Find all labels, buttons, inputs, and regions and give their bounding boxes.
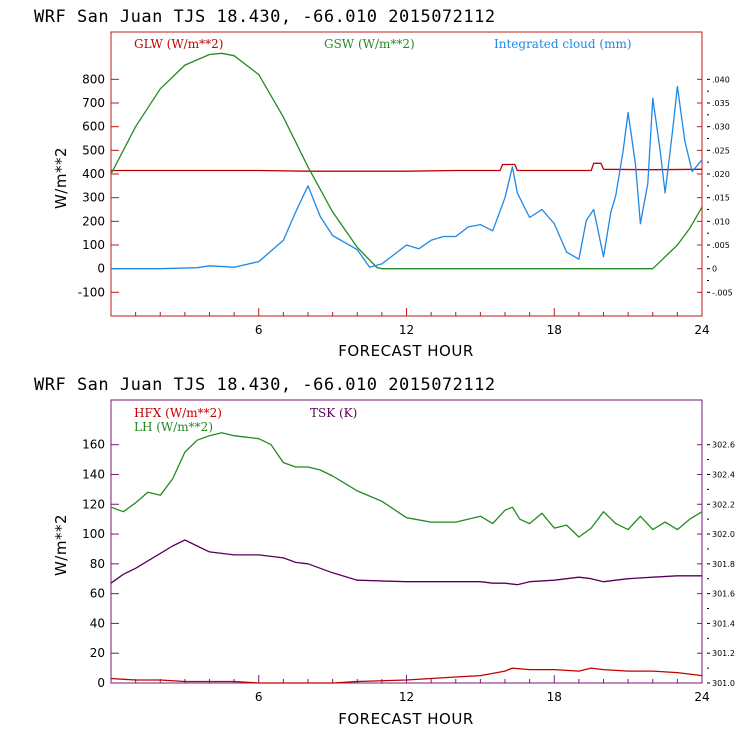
bottom-y-tick-label: 100 <box>82 527 105 541</box>
bottom-chart: WRF San Juan TJS 18.430, -66.010 2015072… <box>34 375 735 728</box>
top-right-tick-label: .040 <box>712 75 730 84</box>
bottom-right-tick-label: 301.4 <box>712 619 735 628</box>
top-chart-title: WRF San Juan TJS 18.430, -66.010 2015072… <box>34 7 496 27</box>
bottom-right-tick-label: 302.4 <box>712 470 735 479</box>
top-y-axis-label: W/m**2 <box>52 147 70 209</box>
bottom-right-tick-label: 301.8 <box>712 560 735 569</box>
top-right-tick-label: .005 <box>712 241 730 250</box>
top-y-tick-label: 400 <box>82 167 105 181</box>
top-y-tick-label: 100 <box>82 238 105 252</box>
bottom-y-tick-label: 40 <box>90 616 105 630</box>
top-x-axis-label: FORECAST HOUR <box>338 342 474 360</box>
top-right-axis: -.005 0 .005 .010 .015 .020 .025 .030 .035 .040 <box>697 75 733 297</box>
bottom-y-tick-label: 0 <box>97 676 105 690</box>
top-right-tick-label: .035 <box>712 99 730 108</box>
bottom-x-tick-label: 6 <box>255 690 263 704</box>
bottom-plot-frame <box>110 399 703 684</box>
top-x-tick-label: 18 <box>547 323 562 337</box>
top-series-gsw-line <box>110 52 703 270</box>
bottom-y-tick-label: 20 <box>90 646 105 660</box>
top-y-axis: -100 0 100 200 300 400 500 600 700 800 <box>78 72 119 299</box>
top-right-tick-label: .025 <box>712 146 730 155</box>
bottom-x-axis-label: FORECAST HOUR <box>338 710 474 728</box>
top-plot-frame <box>110 31 703 317</box>
top-right-tick-label: 0 <box>712 265 717 274</box>
bottom-right-tick-label: 302.2 <box>712 500 735 509</box>
top-y-tick-label: 300 <box>82 191 105 205</box>
bottom-y-tick-label: 60 <box>90 587 105 601</box>
top-y-tick-label: 600 <box>82 120 105 134</box>
top-y-tick-label: 0 <box>97 262 105 276</box>
top-y-tick-label: 500 <box>82 143 105 157</box>
top-x-tick-label: 24 <box>694 323 709 337</box>
top-right-tick-label: -.005 <box>712 288 733 297</box>
bottom-x-tick-label: 12 <box>399 690 414 704</box>
bottom-right-tick-label: 302.6 <box>712 441 735 450</box>
top-x-tick-label: 6 <box>255 323 263 337</box>
bottom-x-tick-label: 24 <box>694 690 709 704</box>
bottom-right-tick-label: 302.0 <box>712 530 735 539</box>
top-right-tick-label: .020 <box>712 170 730 179</box>
bottom-right-axis: 301.0 301.2 301.4 301.6 301.8 302.0 302.2 302.4… <box>697 441 735 688</box>
legend-gsw: GSW (W/m**2) <box>324 37 415 51</box>
legend-glw: GLW (W/m**2) <box>134 37 223 51</box>
top-right-tick-label: .030 <box>712 123 730 132</box>
top-x-axis: 6 12 18 24 <box>135 308 710 337</box>
bottom-right-tick-label: 301.0 <box>712 679 735 688</box>
bottom-series-group <box>110 432 703 684</box>
legend-cloud: Integrated cloud (mm) <box>494 37 632 51</box>
bottom-series-tsk-line <box>110 539 702 586</box>
top-series-cloud-line <box>111 85 703 270</box>
legend-hfx: HFX (W/m**2) <box>134 406 222 420</box>
top-right-tick-label: .010 <box>712 217 730 226</box>
top-y-tick-label: 200 <box>82 214 105 228</box>
bottom-x-tick-label: 18 <box>547 690 562 704</box>
bottom-series-lh-line <box>110 432 703 538</box>
top-y-tick-label: 700 <box>82 96 105 110</box>
legend-tsk: TSK (K) <box>310 406 357 420</box>
bottom-y-tick-label: 120 <box>82 497 105 511</box>
bottom-y-axis-label: W/m**2 <box>52 514 70 576</box>
bottom-chart-title: WRF San Juan TJS 18.430, -66.010 2015072… <box>34 375 496 395</box>
top-right-tick-label: .015 <box>712 194 730 203</box>
bottom-y-axis: 0 20 40 60 80 100 120 140 160 <box>82 438 119 690</box>
bottom-right-tick-label: 301.2 <box>712 649 735 658</box>
bottom-y-tick-label: 140 <box>82 467 105 481</box>
top-series-group <box>110 52 703 270</box>
top-series-glw-line <box>111 162 703 172</box>
bottom-series-hfx-line <box>110 667 703 684</box>
bottom-y-tick-label: 160 <box>82 438 105 452</box>
top-y-tick-label: 800 <box>82 72 105 86</box>
legend-lh: LH (W/m**2) <box>134 420 213 434</box>
top-x-tick-label: 12 <box>399 323 414 337</box>
top-chart: WRF San Juan TJS 18.430, -66.010 2015072… <box>34 7 733 360</box>
bottom-right-tick-label: 301.6 <box>712 590 735 599</box>
bottom-y-tick-label: 80 <box>90 557 105 571</box>
top-y-tick-label: -100 <box>78 285 105 299</box>
